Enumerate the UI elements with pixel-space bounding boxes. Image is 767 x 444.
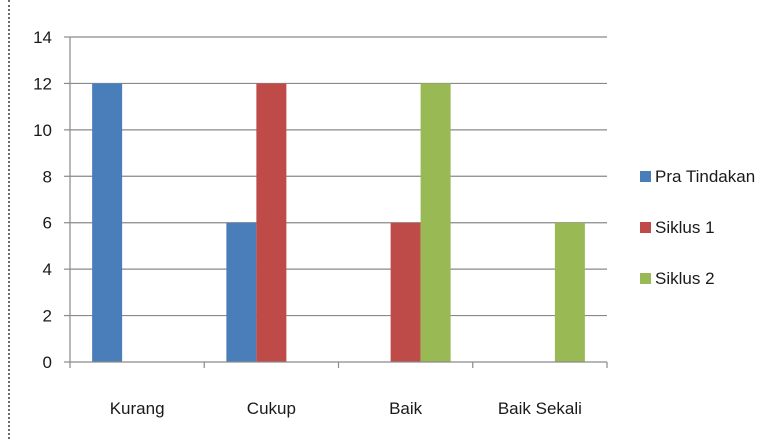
x-category-labels: Kurang Cukup Baik Baik Sekali <box>110 399 582 418</box>
bar-siklus-1-cukup <box>256 83 287 362</box>
legend-label: Siklus 1 <box>655 218 715 237</box>
y-tick-label: 14 <box>33 28 52 47</box>
y-tick-label: 6 <box>43 214 52 233</box>
dotted-border <box>8 0 10 439</box>
y-tick-label: 12 <box>33 74 52 93</box>
legend-swatch <box>640 273 651 284</box>
y-tick-label: 8 <box>43 167 52 186</box>
legend-label: Siklus 2 <box>655 269 715 288</box>
bar-siklus-2-baik <box>420 83 451 362</box>
y-tick-label: 4 <box>43 260 52 279</box>
bar-pra-tindakan-kurang <box>92 83 123 362</box>
bar-siklus-2-baik-sekali <box>554 222 585 362</box>
bar-siklus-1-baik <box>390 222 421 362</box>
legend-label: Pra Tindakan <box>655 167 755 186</box>
x-category-label: Baik Sekali <box>498 399 582 418</box>
gridlines <box>70 36 607 317</box>
axes <box>64 36 608 368</box>
y-tick-label: 10 <box>33 121 52 140</box>
y-tick-label: 0 <box>43 353 52 372</box>
x-category-label: Baik <box>389 399 423 418</box>
legend-swatch <box>640 171 651 182</box>
x-category-label: Cukup <box>247 399 296 418</box>
x-category-label: Kurang <box>110 399 165 418</box>
legend-swatch <box>640 222 651 233</box>
legend: Pra Tindakan Siklus 1 Siklus 2 <box>640 167 755 288</box>
y-tick-label: 2 <box>43 307 52 326</box>
bars <box>92 83 585 362</box>
y-tick-labels: 0 2 4 6 8 10 12 14 <box>33 28 52 372</box>
bar-pra-tindakan-cukup <box>226 222 257 362</box>
